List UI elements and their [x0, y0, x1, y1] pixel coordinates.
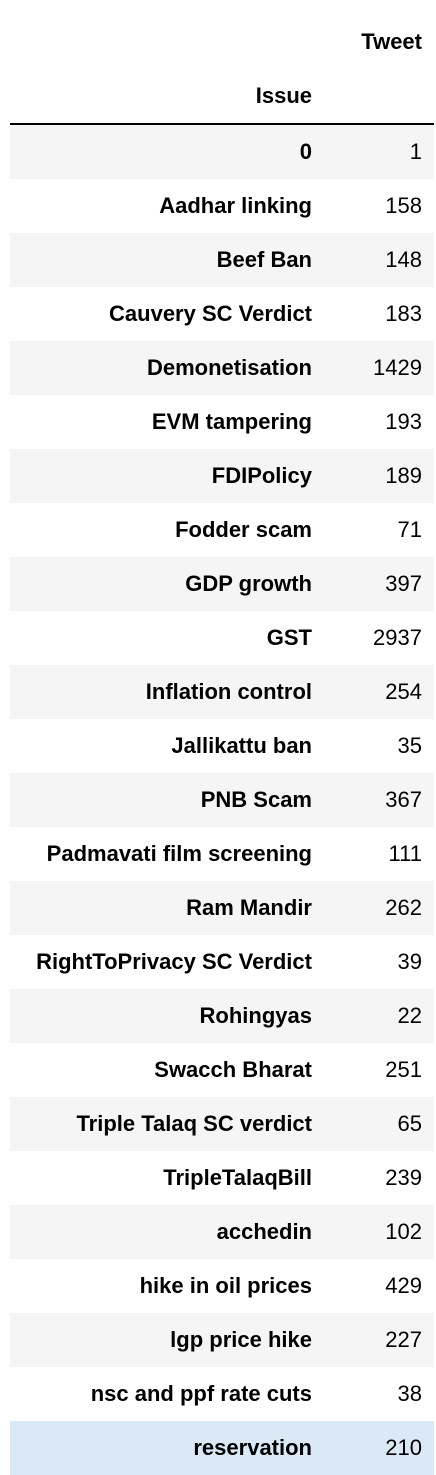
- row-index-label: GDP growth: [185, 571, 312, 596]
- table-row: reservation 210: [10, 1421, 434, 1475]
- row-index-label: Cauvery SC Verdict: [109, 301, 312, 326]
- tweet-count-cell: 193: [385, 409, 422, 434]
- table-row: GDP growth 397: [10, 557, 434, 611]
- tweet-count-cell: 71: [397, 517, 422, 542]
- tweet-count-cell: 2937: [373, 625, 422, 650]
- row-index-label: Ram Mandir: [186, 895, 312, 920]
- table-row: RightToPrivacy SC Verdict 39: [10, 935, 434, 989]
- table-row: Beef Ban 148: [10, 233, 434, 287]
- table-row: hike in oil prices 429: [10, 1259, 434, 1313]
- table-row: TripleTalaqBill 239: [10, 1151, 434, 1205]
- row-index-label: GST: [266, 625, 312, 650]
- table-row: PNB Scam 367: [10, 773, 434, 827]
- row-index-label: Demonetisation: [146, 355, 312, 380]
- row-index-label: Fodder scam: [175, 517, 312, 542]
- tweet-count-cell: 158: [385, 193, 422, 218]
- row-index-label: Beef Ban: [216, 247, 312, 272]
- table-row: FDIPolicy 189: [10, 449, 434, 503]
- table-row: Cauvery SC Verdict 183: [10, 287, 434, 341]
- row-index-label: Padmavati film screening: [46, 841, 312, 866]
- tweet-count-cell: 262: [385, 895, 422, 920]
- table-row: Rohingyas 22: [10, 989, 434, 1043]
- table-row: Jallikattu ban 35: [10, 719, 434, 773]
- table-row: Inflation control 254: [10, 665, 434, 719]
- table-row: Ram Mandir 262: [10, 881, 434, 935]
- row-index-label: Triple Talaq SC verdict: [76, 1111, 312, 1136]
- tweet-count-cell: 102: [385, 1219, 422, 1244]
- row-index-label: nsc and ppf rate cuts: [90, 1381, 312, 1406]
- tweet-count-cell: 38: [397, 1381, 422, 1406]
- index-name-header: Issue: [10, 69, 324, 125]
- row-index-label: 0: [299, 139, 312, 164]
- table-row: Fodder scam 71: [10, 503, 434, 557]
- row-index-label: lgp price hike: [170, 1327, 312, 1352]
- table-row: Swacch Bharat 251: [10, 1043, 434, 1097]
- table-row: acchedin 102: [10, 1205, 434, 1259]
- tweet-count-cell: 251: [385, 1057, 422, 1082]
- row-index-label: TripleTalaqBill: [163, 1165, 312, 1190]
- tweet-count-cell: 22: [397, 1003, 422, 1028]
- tweet-count-cell: 239: [385, 1165, 422, 1190]
- tweet-count-cell: 1429: [373, 355, 422, 380]
- row-index-label: Rohingyas: [199, 1003, 312, 1028]
- tweet-count-cell: 1: [409, 139, 422, 164]
- row-index-label: Inflation control: [145, 679, 312, 704]
- row-index-label: RightToPrivacy SC Verdict: [36, 949, 312, 974]
- row-index-label: EVM tampering: [151, 409, 312, 434]
- tweet-count-cell: 111: [388, 841, 422, 866]
- tweet-count-cell: 210: [385, 1435, 422, 1460]
- table-body: 0 1 Aadhar linking 158 Beef Ban 148 Cauvery SC…: [10, 124, 434, 1475]
- table-row: lgp price hike 227: [10, 1313, 434, 1367]
- index-name-row: Issue: [10, 69, 434, 125]
- row-index-label: hike in oil prices: [139, 1273, 312, 1298]
- row-index-label: acchedin: [216, 1219, 312, 1244]
- table-row: GST 2937: [10, 611, 434, 665]
- table-row: EVM tampering 193: [10, 395, 434, 449]
- tweet-count-cell: 183: [385, 301, 422, 326]
- row-index-label: Swacch Bharat: [154, 1057, 312, 1082]
- row-index-label: reservation: [193, 1435, 312, 1460]
- dataframe-table: Tweet Issue 0 1 Aadhar linking 158 Beef Ban 1…: [10, 15, 434, 1475]
- row-index-label: FDIPolicy: [211, 463, 312, 488]
- tweet-count-cell: 35: [397, 733, 422, 758]
- column-header-tweet: Tweet: [361, 29, 422, 54]
- table-row: nsc and ppf rate cuts 38: [10, 1367, 434, 1421]
- corner-cell: [10, 15, 324, 69]
- tweet-count-cell: 429: [385, 1273, 422, 1298]
- column-header-row: Tweet: [10, 15, 434, 69]
- table-header: Tweet Issue: [10, 15, 434, 125]
- index-name-spacer: [324, 69, 434, 125]
- row-index-label: Aadhar linking: [159, 193, 312, 218]
- tweet-count-cell: 367: [385, 787, 422, 812]
- row-index-label: Jallikattu ban: [171, 733, 312, 758]
- tweet-count-cell: 189: [385, 463, 422, 488]
- tweet-count-cell: 397: [385, 571, 422, 596]
- tweet-count-cell: 39: [397, 949, 422, 974]
- table-row: Aadhar linking 158: [10, 179, 434, 233]
- table-row: Padmavati film screening 111: [10, 827, 434, 881]
- tweet-count-cell: 148: [385, 247, 422, 272]
- row-index-label: PNB Scam: [200, 787, 312, 812]
- tweet-count-cell: 254: [385, 679, 422, 704]
- table-row: Triple Talaq SC verdict 65: [10, 1097, 434, 1151]
- tweet-count-cell: 65: [397, 1111, 422, 1136]
- table-row: Demonetisation 1429: [10, 341, 434, 395]
- tweet-count-cell: 227: [385, 1327, 422, 1352]
